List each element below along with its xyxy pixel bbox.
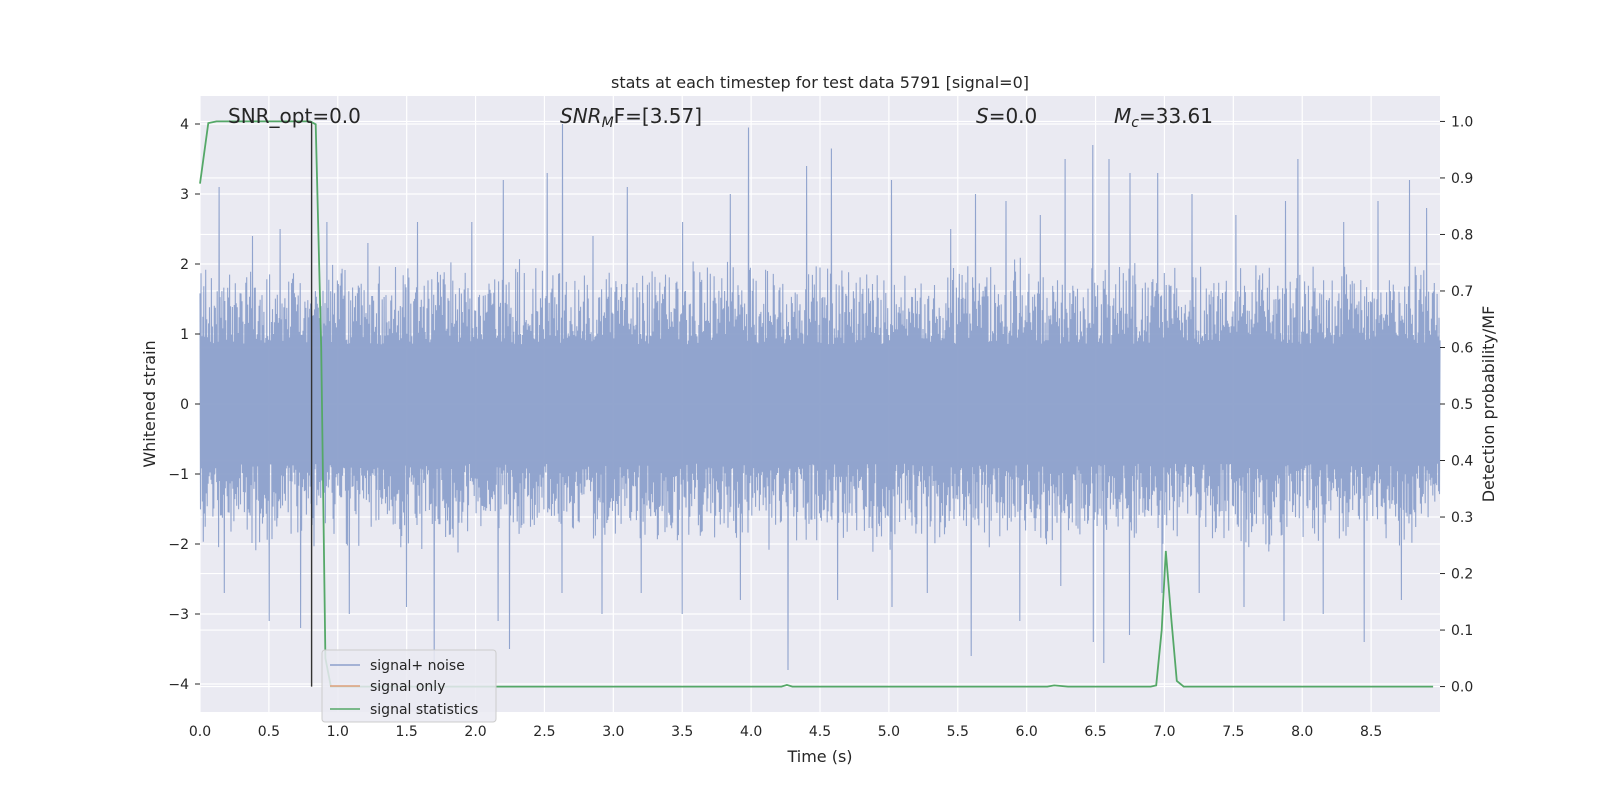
y2-tick-label: 0.3 — [1451, 510, 1473, 526]
snr-mf-rest: F=[3.57] — [614, 104, 702, 128]
y-ticks: −4 −3 −2 −1 0 1 2 3 4 — [168, 117, 200, 693]
signal-noise-series — [199, 123, 1441, 671]
x-tick-label: 3.0 — [602, 724, 624, 740]
y2-tick-label: 0.1 — [1451, 623, 1473, 639]
y-axis-label: Whitened strain — [140, 340, 159, 467]
x-tick-label: 2.5 — [533, 724, 555, 740]
y2-tick-label: 1.0 — [1451, 114, 1473, 130]
y2-tick-label: 0.9 — [1451, 171, 1473, 187]
s-rest: =0.0 — [989, 104, 1038, 128]
signal-statistics-series — [199, 120, 1434, 688]
y-tick-label: −4 — [168, 677, 189, 693]
x-tick-label: 5.0 — [878, 724, 900, 740]
y-tick-label: 1 — [180, 327, 189, 343]
y2-tick-label: 0.0 — [1451, 680, 1473, 696]
y2-axis-label: Detection probability/MF — [1479, 306, 1498, 503]
x-tick-label: 1.0 — [327, 724, 349, 740]
y-tick-label: −2 — [168, 537, 189, 553]
x-tick-label: 6.0 — [1016, 724, 1038, 740]
y-tick-label: 4 — [180, 117, 189, 133]
x-tick-label: 8.0 — [1291, 724, 1313, 740]
y-tick-label: −1 — [168, 467, 189, 483]
y2-ticks: 0.0 0.1 0.2 0.3 0.4 0.5 0.6 0.7 0.8 0.9 1.0 — [1440, 114, 1473, 696]
x-tick-label: 5.5 — [947, 724, 969, 740]
y2-tick-label: 0.8 — [1451, 227, 1473, 243]
signal-noise-line — [199, 123, 1441, 671]
annotation-snr-mf: SNRMF=[3.57] — [560, 104, 702, 131]
x-tick-label: 7.0 — [1153, 724, 1175, 740]
x-ticks: 0.0 0.5 1.0 1.5 2.0 2.5 3.0 3.5 4.0 4.5 5.0 5.5 6.0 6… — [189, 724, 1382, 740]
s-base: S — [976, 104, 989, 128]
x-tick-label: 1.5 — [396, 724, 418, 740]
y-tick-label: 2 — [180, 257, 189, 273]
y-tick-label: 3 — [180, 187, 189, 203]
x-tick-label: 0.0 — [189, 724, 211, 740]
mc-base: M — [1114, 104, 1131, 128]
mc-rest: =33.61 — [1139, 104, 1213, 128]
x-tick-label: 0.5 — [258, 724, 280, 740]
x-tick-label: 4.5 — [809, 724, 831, 740]
legend-label-stats: signal statistics — [370, 702, 478, 718]
snr-mf-sub: M — [602, 115, 614, 131]
x-tick-label: 3.5 — [671, 724, 693, 740]
y-tick-label: 0 — [180, 397, 189, 413]
snr-mf-base: SNR — [560, 104, 602, 128]
legend: signal+ noise signal only signal statist… — [321, 649, 497, 723]
y2-tick-label: 0.6 — [1451, 340, 1473, 356]
annotation-mc: Mc=33.61 — [1114, 104, 1213, 131]
y2-tick-label: 0.7 — [1451, 284, 1473, 300]
x-tick-label: 2.0 — [464, 724, 486, 740]
annotation-snr-opt: SNR_opt=0.0 — [228, 104, 361, 128]
mc-sub: c — [1131, 115, 1139, 131]
chart-title: stats at each timestep for test data 579… — [611, 73, 1029, 92]
legend-label-noise: signal+ noise — [370, 658, 465, 674]
x-axis-label: Time (s) — [786, 747, 852, 766]
y-tick-label: −3 — [168, 607, 189, 623]
y2-tick-label: 0.4 — [1451, 454, 1473, 470]
legend-label-signal: signal only — [370, 679, 445, 695]
legend-box — [321, 649, 497, 723]
x-tick-label: 4.0 — [740, 724, 762, 740]
x-tick-label: 7.5 — [1222, 724, 1244, 740]
x-tick-label: 8.5 — [1360, 724, 1382, 740]
x-tick-label: 6.5 — [1084, 724, 1106, 740]
y2-tick-label: 0.5 — [1451, 397, 1473, 413]
annotation-s: S=0.0 — [976, 104, 1037, 128]
y2-tick-label: 0.2 — [1451, 567, 1473, 583]
signal-statistics-line — [199, 120, 1434, 688]
